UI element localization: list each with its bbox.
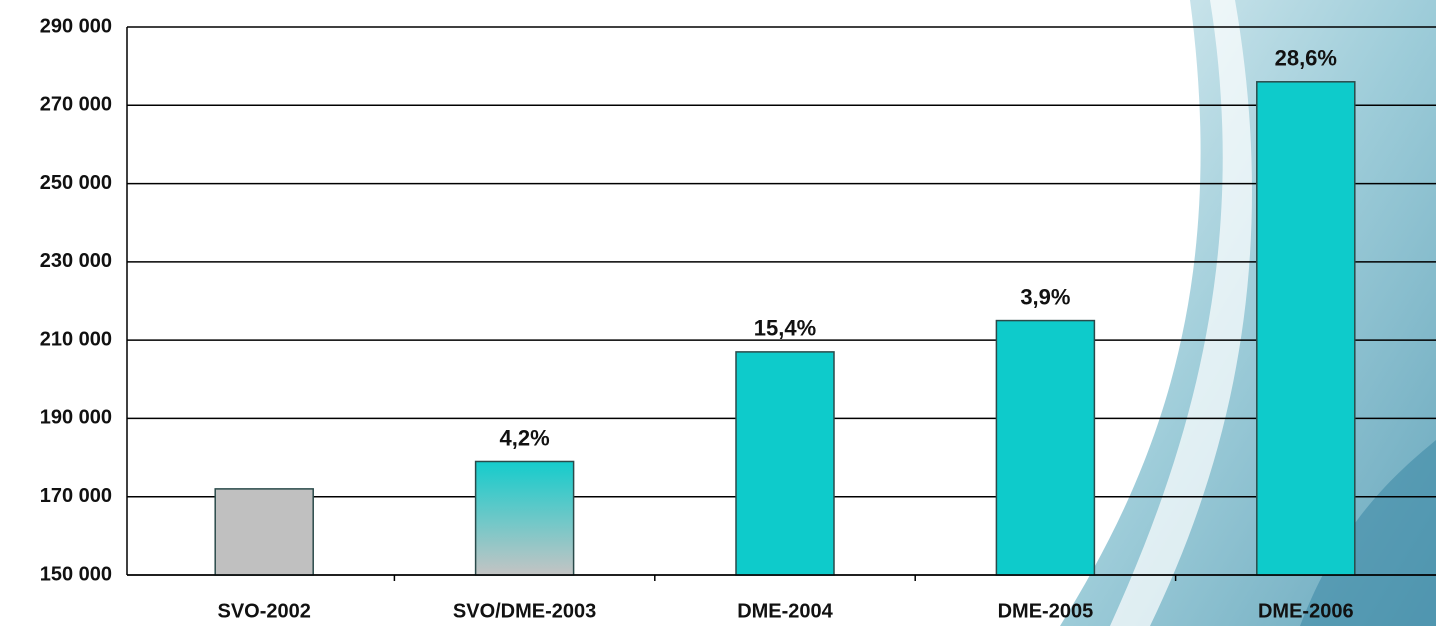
y-tick-label: 190 000: [40, 407, 112, 429]
background-decoration: [1060, 0, 1436, 626]
growth-label: 4,2%: [500, 425, 550, 450]
bar: [476, 461, 574, 575]
bar: [1257, 82, 1355, 575]
y-tick-label: 290 000: [40, 15, 112, 37]
x-tick-label: SVO-2002: [218, 600, 311, 622]
growth-label: 15,4%: [754, 316, 816, 341]
y-tick-label: 270 000: [40, 94, 112, 116]
bar: [736, 352, 834, 575]
x-tick-label: DME-2004: [737, 600, 833, 622]
bar: [996, 321, 1094, 575]
y-tick-label: 210 000: [40, 328, 112, 350]
y-tick-label: 250 000: [40, 172, 112, 194]
y-tick-label: 170 000: [40, 485, 112, 507]
bar: [215, 489, 313, 575]
growth-label: 3,9%: [1020, 284, 1070, 309]
x-tick-label: SVO/DME-2003: [453, 600, 596, 622]
y-tick-label: 150 000: [40, 563, 112, 585]
growth-label: 28,6%: [1275, 46, 1337, 71]
x-tick-label: DME-2005: [998, 600, 1094, 622]
y-tick-label: 230 000: [40, 250, 112, 272]
x-tick-label: DME-2006: [1258, 600, 1354, 622]
